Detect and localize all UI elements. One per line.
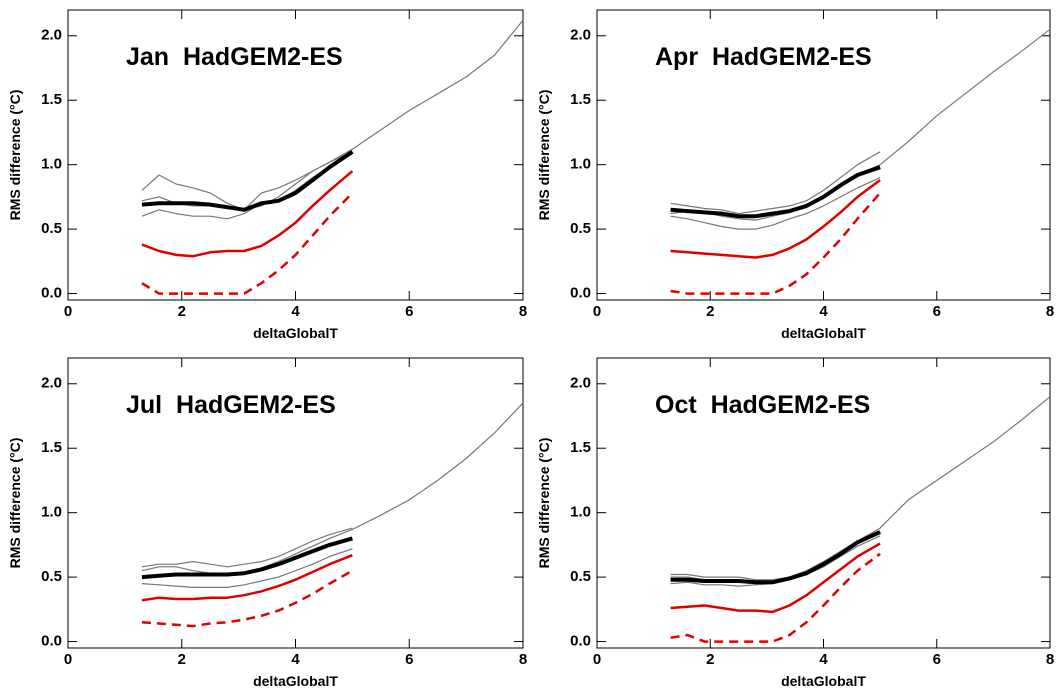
x-tick-label: 8: [1046, 303, 1054, 320]
y-axis-label: RMS difference (°C): [7, 438, 23, 569]
y-tick-label: 1.5: [570, 91, 591, 108]
y-axis-label: RMS difference (°C): [536, 90, 552, 221]
data-line: [670, 151, 881, 215]
y-tick-label: 0.0: [570, 633, 591, 650]
y-tick-label: 1.0: [41, 156, 62, 173]
y-tick-label: 1.5: [41, 439, 62, 456]
x-tick-label: 0: [64, 303, 72, 320]
data-line: [141, 554, 353, 602]
x-tick-label: 2: [178, 303, 186, 320]
y-tick-label: 2.0: [41, 375, 62, 392]
x-tick-label: 4: [291, 651, 300, 668]
chart-title: Jul HadGEM2-ES: [126, 391, 336, 419]
x-tick-label: 2: [706, 651, 714, 668]
y-tick-label: 1.0: [41, 504, 62, 521]
chart-title: Oct HadGEM2-ES: [655, 391, 870, 419]
x-tick-label: 0: [593, 303, 601, 320]
data-line: [670, 192, 882, 295]
x-tick-label: 8: [519, 303, 527, 320]
y-tick-label: 2.0: [41, 27, 62, 44]
x-tick-label: 2: [706, 303, 714, 320]
x-tick-label: 6: [933, 303, 941, 320]
x-tick-label: 8: [519, 651, 527, 668]
x-tick-label: 6: [933, 651, 941, 668]
data-line: [141, 402, 524, 576]
data-line: [670, 531, 881, 581]
y-tick-label: 0.0: [570, 285, 591, 302]
x-tick-label: 2: [178, 651, 186, 668]
y-tick-label: 2.0: [570, 27, 591, 44]
y-tick-label: 1.0: [570, 156, 591, 173]
panel: 0 2 4 6 8 0.0 0.5 1.0 1.5 2.0 deltaGlobalT RMS diff…: [7, 357, 527, 689]
x-tick-label: 6: [405, 303, 413, 320]
y-tick-label: 1.5: [41, 91, 62, 108]
data-line: [670, 177, 881, 230]
y-tick-label: 0.5: [570, 220, 591, 237]
data-line: [141, 527, 353, 568]
panel: 0 2 4 6 8 0.0 0.5 1.0 1.5 2.0 deltaGlobalT RMS diff…: [536, 9, 1054, 341]
y-tick-label: 0.5: [41, 220, 62, 237]
x-tick-label: 8: [1046, 651, 1054, 668]
x-tick-label: 0: [64, 651, 72, 668]
data-line: [141, 569, 354, 628]
chart-title: Apr HadGEM2-ES: [655, 43, 872, 71]
data-line: [670, 179, 881, 259]
x-axis-label: deltaGlobalT: [781, 673, 866, 689]
x-tick-label: 0: [593, 651, 601, 668]
x-axis-label: deltaGlobalT: [253, 325, 338, 341]
data-line: [670, 542, 881, 614]
data-line: [141, 548, 353, 588]
x-tick-label: 4: [291, 303, 300, 320]
y-tick-label: 0.0: [41, 285, 62, 302]
y-axis-label: RMS difference (°C): [536, 438, 552, 569]
y-tick-label: 0.5: [41, 568, 62, 585]
x-axis-label: deltaGlobalT: [253, 673, 338, 689]
x-tick-label: 6: [405, 651, 413, 668]
y-tick-label: 2.0: [570, 375, 591, 392]
panel: 0 2 4 6 8 0.0 0.5 1.0 1.5 2.0 deltaGlobalT RMS diff…: [536, 357, 1054, 689]
y-tick-label: 0.0: [41, 633, 62, 650]
data-line: [670, 396, 1051, 582]
x-axis-label: deltaGlobalT: [781, 325, 866, 341]
data-line: [141, 536, 353, 580]
data-line: [141, 192, 354, 295]
data-line: [141, 150, 354, 212]
x-tick-label: 4: [819, 303, 828, 320]
data-line: [670, 530, 881, 585]
y-tick-label: 0.5: [570, 568, 591, 585]
data-line: [670, 165, 881, 219]
data-line: [141, 151, 353, 211]
data-line: [141, 170, 354, 258]
panel: 0 2 4 6 8 0.0 0.5 1.0 1.5 2.0 deltaGlobalT RMS diff…: [7, 9, 527, 341]
x-tick-label: 4: [819, 651, 828, 668]
y-tick-label: 1.5: [570, 439, 591, 456]
data-line: [141, 19, 524, 211]
y-tick-label: 1.0: [570, 504, 591, 521]
chart-title: Jan HadGEM2-ES: [126, 43, 343, 71]
y-axis-label: RMS difference (°C): [7, 90, 23, 221]
data-line: [670, 552, 881, 643]
